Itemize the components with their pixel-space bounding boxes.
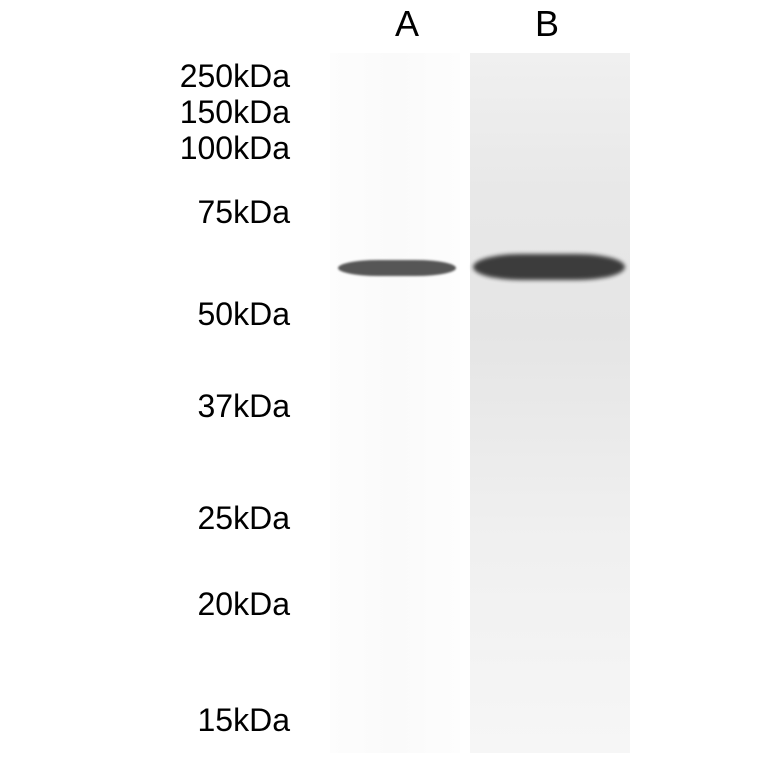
marker-20kda: 20kDa (198, 586, 291, 623)
marker-15kda: 15kDa (198, 702, 291, 739)
marker-250kda: 250kDa (180, 58, 290, 95)
band-lane-a (338, 260, 456, 276)
marker-150kda: 150kDa (180, 94, 290, 131)
band-lane-b (473, 254, 625, 280)
lane-b-region (470, 53, 630, 753)
western-blot-figure: A B 250kDa 150kDa 100kDa 75kDa 50kDa 37k… (0, 0, 764, 764)
marker-50kda: 50kDa (198, 296, 291, 333)
lane-divider (460, 53, 470, 753)
lane-a-region (330, 53, 460, 753)
marker-25kda: 25kDa (198, 500, 291, 537)
marker-37kda: 37kDa (198, 388, 291, 425)
lane-header-b: B (535, 3, 559, 45)
lane-header-a: A (395, 3, 419, 45)
marker-75kda: 75kDa (198, 194, 291, 231)
marker-100kda: 100kDa (180, 130, 290, 167)
